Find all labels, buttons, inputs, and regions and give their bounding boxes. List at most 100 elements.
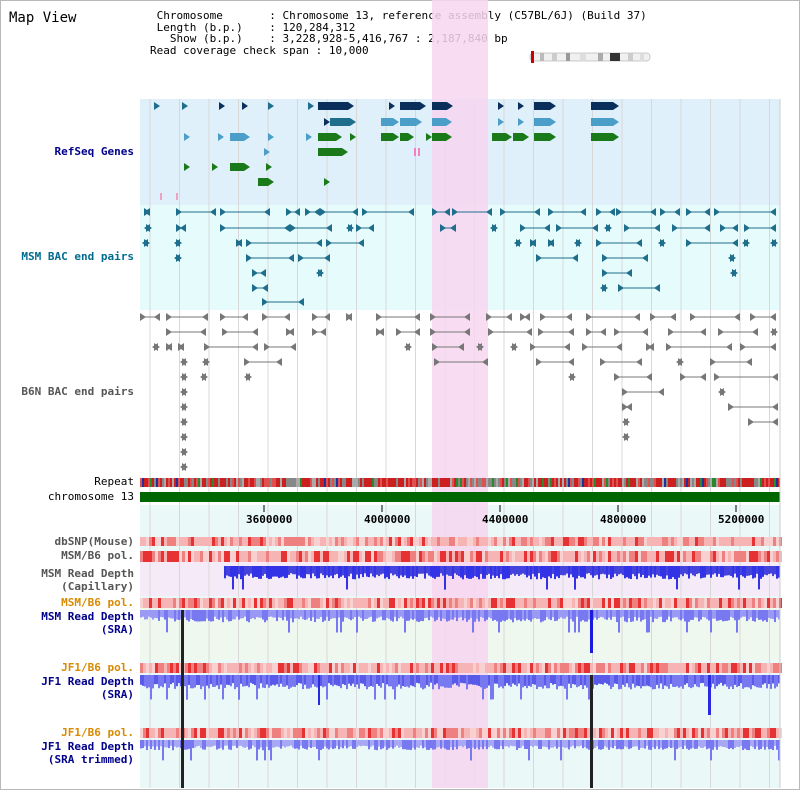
dbsnp-strip [749,537,752,546]
jf1-sra-depth-bar [584,675,586,686]
msm-b6-pol-strip [623,551,626,562]
msm-b6-pol-strip [152,551,155,562]
jf1-sra-depth-bar [158,675,160,689]
jf1-b6-pol-strip-2 [455,728,458,738]
repeat-segment [386,478,388,487]
b6n-bac-pair-end [376,313,382,321]
msm-bac-pair-end [220,208,226,216]
jf1-b6-pol-strip [449,663,452,673]
repeat-segment [222,478,224,487]
jf1-b6-pol-strip [428,663,431,673]
msm-b6-pol-strip-2 [461,598,464,608]
msm-b6-pol-strip-2 [704,598,707,608]
msm-capillary-depth-bar [264,566,266,574]
jf1-trimmed-depth-bar [302,740,304,749]
msm-sra-depth-bar [430,610,432,617]
jf1-b6-pol-strip-2 [347,728,350,738]
jf1-trimmed-depth-bar [418,740,420,748]
msm-b6-pol-strip-2 [383,598,386,608]
dbsnp-strip [605,537,608,546]
dbsnp-strip [704,537,707,546]
jf1-trimmed-depth-bar [352,740,354,749]
jf1-b6-pol-strip [257,663,260,673]
dbsnp-strip [776,537,779,546]
msm-sra-depth-bar [514,610,516,619]
msm-sra-depth-bar [174,610,176,622]
b6n-bac-pair-end [262,313,268,321]
msm-capillary-depth-bar [436,566,438,577]
jf1-sra-depth-bar [766,675,768,689]
msm-capillary-depth-bar [430,566,432,577]
b6n-bac-pair-end [622,403,628,411]
jf1-b6-pol-strip-2 [545,728,548,738]
refseq-gene-block [318,148,342,156]
b6n-bac-pair-end [746,358,752,366]
dbsnp-strip [299,537,302,546]
dbsnp-strip [683,537,686,546]
msm-capillary-depth-bar [566,566,568,574]
dbsnp-strip [644,537,647,546]
dbsnp-strip [257,537,260,546]
msm-b6-pol-strip-2 [353,598,356,608]
msm-b6-pol-strip-2 [407,598,410,608]
jf1-sra-depth-bar [634,675,636,688]
jf1-sra-depth-bar [524,675,526,686]
b6n-bac-pair-end [536,358,542,366]
msm-capillary-depth-bar [760,566,762,579]
jf1-b6-pol-strip-2 [320,728,323,738]
jf1-b6-pol-strip-2 [287,728,290,738]
msm-sra-depth-bar [300,610,302,617]
msm-sra-depth-bar [160,610,162,617]
repeat-segment [140,478,142,487]
label-jf1-read-depth-sra: JF1 Read Depth [41,675,134,688]
msm-capillary-depth-bar [770,566,772,574]
refseq-gene-block [534,133,550,141]
msm-bac-pair-end [440,224,446,232]
jf1-sra-depth-bar [470,675,472,685]
jf1-b6-pol-strip-2 [521,728,524,738]
msm-sra-depth-bar [352,610,354,620]
repeat-segment [438,478,440,487]
jf1-b6-pol-strip [662,663,665,673]
msm-b6-pol-strip [290,551,293,562]
jf1-b6-pol-strip [212,663,215,673]
jf1-b6-pol-strip [410,663,413,673]
jf1-sra-depth-bar [264,675,266,689]
msm-b6-pol-strip [194,551,197,562]
msm-capillary-depth-bar [420,566,422,574]
dbsnp-strip [680,537,683,546]
jf1-b6-pol-strip-2 [461,728,464,738]
msm-sra-depth-bar [588,610,590,620]
jf1-trimmed-depth-bar [578,740,580,747]
jf1-sra-depth-bar [188,675,190,685]
jf1-trimmed-depth-bar [510,740,512,746]
axis-tick-3: 4400000 [482,513,529,526]
jf1-sra-depth-bar [716,675,718,687]
jf1-b6-pol-strip [680,663,683,673]
msm-capillary-depth-bar [290,566,292,574]
msm-sra-depth-bar [704,610,706,618]
msm-capillary-depth-bar [332,566,334,579]
msm-sra-depth-bar [760,610,762,620]
jf1-trimmed-depth-bar [502,740,504,750]
msm-sra-depth-bar [272,610,274,618]
b6n-bac-pair-end [276,358,282,366]
dbsnp-strip [686,537,689,546]
repeat-segment [296,478,298,487]
msm-sra-depth-bar [356,610,358,633]
msm-capillary-depth-bar [670,566,672,579]
jf1-b6-pol-strip [173,663,176,673]
msm-bac-pair-end [624,224,630,232]
msm-capillary-depth-bar [736,566,738,578]
msm-b6-pol-strip-2 [542,598,545,608]
refseq-gene-block [432,133,446,141]
msm-sra-depth-bar [622,610,624,617]
dbsnp-strip [275,537,278,546]
msm-capillary-depth-bar [604,566,606,575]
msm-capillary-depth-bar [256,566,258,578]
jf1-sra-depth-bar [218,675,220,690]
b6n-bac-pair-end [568,358,574,366]
msm-sra-depth-bar [608,610,610,618]
msm-capillary-depth-bar [310,566,312,579]
